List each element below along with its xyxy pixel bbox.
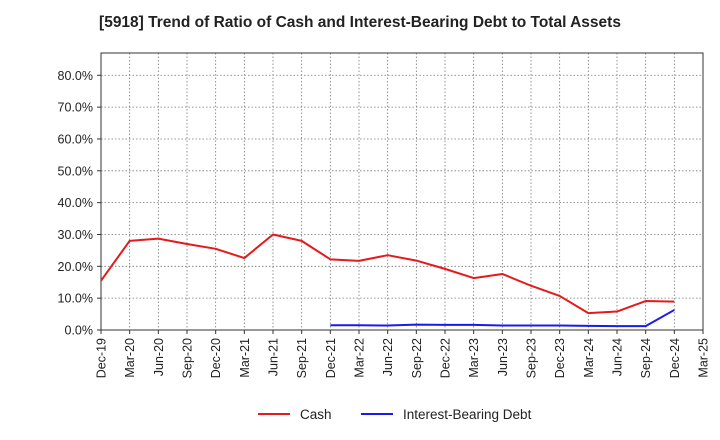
x-tick-label: Jun-24 [611,338,625,376]
x-tick-label: Jun-20 [152,338,166,376]
x-tick-label: Dec-23 [553,338,567,378]
x-tick-label: Dec-21 [324,338,338,378]
x-tick-label: Dec-22 [439,338,453,378]
x-tick-label: Mar-22 [353,338,367,378]
x-tick-label: Sep-23 [525,338,539,378]
y-tick-label: 20.0% [58,260,93,274]
y-tick-label: 70.0% [58,101,93,115]
x-tick-label: Jun-21 [267,338,281,376]
y-tick-label: 30.0% [58,228,93,242]
y-tick-label: 0.0% [65,324,94,338]
x-tick-label: Mar-20 [123,338,137,378]
y-tick-label: 80.0% [58,69,93,83]
y-tick-label: 50.0% [58,164,93,178]
x-tick-label: Sep-22 [410,338,424,378]
x-tick-label: Sep-24 [639,338,653,378]
x-tick-label: Jun-22 [381,338,395,376]
x-tick-label: Jun-23 [496,338,510,376]
legend-label-interest-bearing-debt: Interest-Bearing Debt [403,407,532,422]
x-tick-label: Dec-24 [668,338,682,378]
y-tick-label: 10.0% [58,292,93,306]
y-tick-label: 40.0% [58,196,93,210]
legend-label-cash: Cash [300,407,332,422]
y-tick-label: 60.0% [58,132,93,146]
x-tick-label: Mar-25 [697,338,711,378]
x-tick-label: Sep-21 [295,338,309,378]
x-tick-label: Sep-20 [181,338,195,378]
plot-frame [100,52,704,331]
chart-title: [5918] Trend of Ratio of Cash and Intere… [99,14,621,31]
series-line-cash [100,233,675,315]
series-line-interest-bearing-debt [330,309,675,328]
x-tick-label: Dec-20 [209,338,223,378]
plot-area [101,53,703,330]
x-tick-label: Mar-24 [582,338,596,378]
x-tick-label: Mar-21 [238,338,252,378]
x-tick-label: Mar-23 [467,338,481,378]
x-tick-label: Dec-19 [95,338,109,378]
